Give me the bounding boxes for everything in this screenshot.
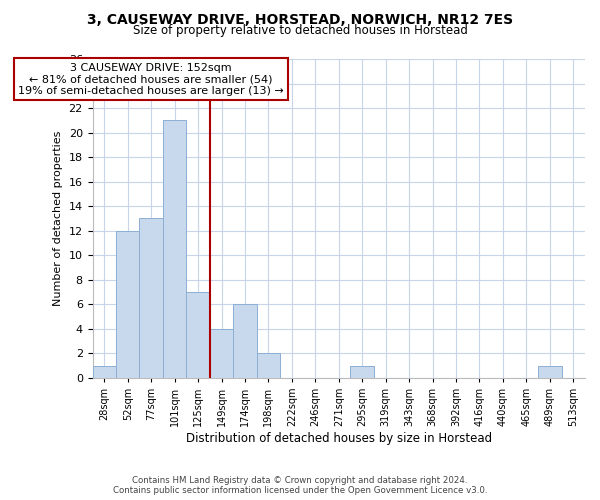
Bar	[116, 230, 139, 378]
X-axis label: Distribution of detached houses by size in Horstead: Distribution of detached houses by size …	[185, 432, 492, 445]
Bar	[92, 366, 116, 378]
Text: Size of property relative to detached houses in Horstead: Size of property relative to detached ho…	[133, 24, 467, 37]
Bar	[187, 292, 210, 378]
Bar	[257, 354, 280, 378]
Bar	[163, 120, 187, 378]
Y-axis label: Number of detached properties: Number of detached properties	[53, 131, 63, 306]
Bar	[233, 304, 257, 378]
Bar	[350, 366, 374, 378]
Text: 3 CAUSEWAY DRIVE: 152sqm
← 81% of detached houses are smaller (54)
19% of semi-d: 3 CAUSEWAY DRIVE: 152sqm ← 81% of detach…	[18, 62, 284, 96]
Text: Contains HM Land Registry data © Crown copyright and database right 2024.
Contai: Contains HM Land Registry data © Crown c…	[113, 476, 487, 495]
Bar	[210, 329, 233, 378]
Text: 3, CAUSEWAY DRIVE, HORSTEAD, NORWICH, NR12 7ES: 3, CAUSEWAY DRIVE, HORSTEAD, NORWICH, NR…	[87, 12, 513, 26]
Bar	[538, 366, 562, 378]
Bar	[139, 218, 163, 378]
